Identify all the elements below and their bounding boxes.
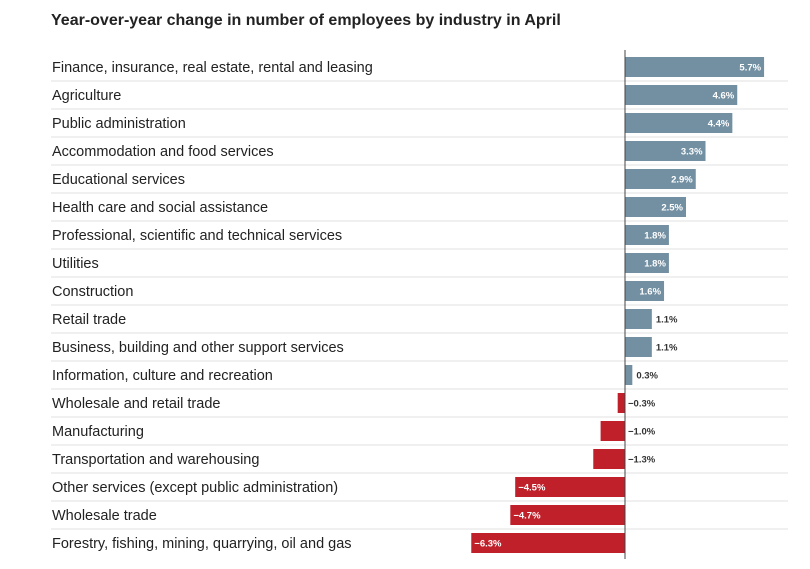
category-label: Educational services — [52, 172, 185, 188]
category-label: Construction — [52, 284, 133, 300]
category-label: Utilities — [52, 256, 99, 272]
value-label: 1.1% — [656, 315, 678, 326]
chart-row: Finance, insurance, real estate, rental … — [51, 57, 788, 82]
chart-row: Information, culture and recreation 0.3% — [51, 365, 788, 390]
value-label: −4.5% — [518, 483, 546, 494]
bar-negative — [515, 477, 625, 497]
value-label: 4.4% — [708, 119, 730, 130]
bar-positive — [625, 169, 696, 189]
chart-row: Forestry, fishing, mining, quarrying, oi… — [52, 533, 625, 553]
value-label: −6.3% — [474, 539, 502, 550]
category-label: Finance, insurance, real estate, rental … — [52, 60, 373, 76]
bar-positive — [625, 337, 652, 357]
value-label: 1.8% — [644, 231, 666, 242]
bar-positive — [625, 197, 686, 217]
chart-row: Wholesale and retail trade −0.3% — [51, 393, 788, 418]
value-label: 2.9% — [671, 175, 693, 186]
category-label: Public administration — [52, 116, 186, 132]
value-label: −0.3% — [628, 399, 656, 410]
bar-positive — [625, 113, 733, 133]
category-label: Information, culture and recreation — [52, 368, 273, 384]
bar-negative — [510, 505, 625, 525]
value-label: 1.8% — [644, 259, 666, 270]
value-label: 0.3% — [636, 371, 658, 382]
category-label: Business, building and other support ser… — [52, 340, 344, 356]
category-label: Other services (except public administra… — [52, 480, 338, 496]
category-label: Agriculture — [52, 88, 121, 104]
chart-row: Professional, scientific and technical s… — [51, 225, 788, 250]
chart-row: Public administration 4.4% — [51, 113, 788, 138]
category-label: Retail trade — [52, 312, 126, 328]
category-label: Transportation and warehousing — [52, 452, 259, 468]
chart-row: Other services (except public administra… — [51, 477, 788, 502]
value-label: −1.0% — [628, 427, 656, 438]
chart-row: Business, building and other support ser… — [51, 337, 788, 362]
category-label: Wholesale and retail trade — [52, 396, 220, 412]
category-label: Forestry, fishing, mining, quarrying, oi… — [52, 536, 352, 552]
bar-negative — [593, 449, 625, 469]
bar-negative — [617, 393, 625, 413]
category-label: Health care and social assistance — [52, 200, 268, 216]
value-label: 4.6% — [713, 91, 735, 102]
chart-row: Agriculture 4.6% — [51, 85, 788, 110]
category-label: Manufacturing — [52, 424, 144, 440]
chart-row: Health care and social assistance 2.5% — [51, 197, 788, 222]
value-label: 2.5% — [661, 203, 683, 214]
value-label: −4.7% — [513, 511, 541, 522]
chart-row: Utilities 1.8% — [51, 253, 788, 278]
chart-row: Manufacturing −1.0% — [51, 421, 788, 446]
chart-title: Year-over-year change in number of emplo… — [51, 12, 561, 29]
chart-row: Construction 1.6% — [51, 281, 788, 306]
category-label: Wholesale trade — [52, 508, 157, 524]
bar-positive — [625, 281, 665, 301]
chart-row: Accommodation and food services 3.3% — [51, 141, 788, 166]
bar-positive — [625, 141, 706, 161]
bar-positive — [625, 57, 765, 77]
bar-negative — [600, 421, 625, 441]
chart-row: Retail trade 1.1% — [51, 309, 788, 334]
chart-row: Educational services 2.9% — [51, 169, 788, 194]
value-label: −1.3% — [628, 455, 656, 466]
bar-negative — [471, 533, 625, 553]
bar-positive — [625, 225, 669, 245]
chart-row: Transportation and warehousing −1.3% — [51, 449, 788, 474]
bar-positive — [625, 253, 669, 273]
category-label: Accommodation and food services — [52, 144, 274, 160]
bar-positive — [625, 85, 738, 105]
value-label: 3.3% — [681, 147, 703, 158]
value-label: 5.7% — [739, 63, 761, 74]
bar-positive — [625, 309, 652, 329]
value-label: 1.6% — [639, 287, 661, 298]
chart-row: Wholesale trade −4.7% — [51, 505, 788, 530]
category-label: Professional, scientific and technical s… — [52, 228, 342, 244]
bar-positive — [625, 365, 633, 385]
value-label: 1.1% — [656, 343, 678, 354]
